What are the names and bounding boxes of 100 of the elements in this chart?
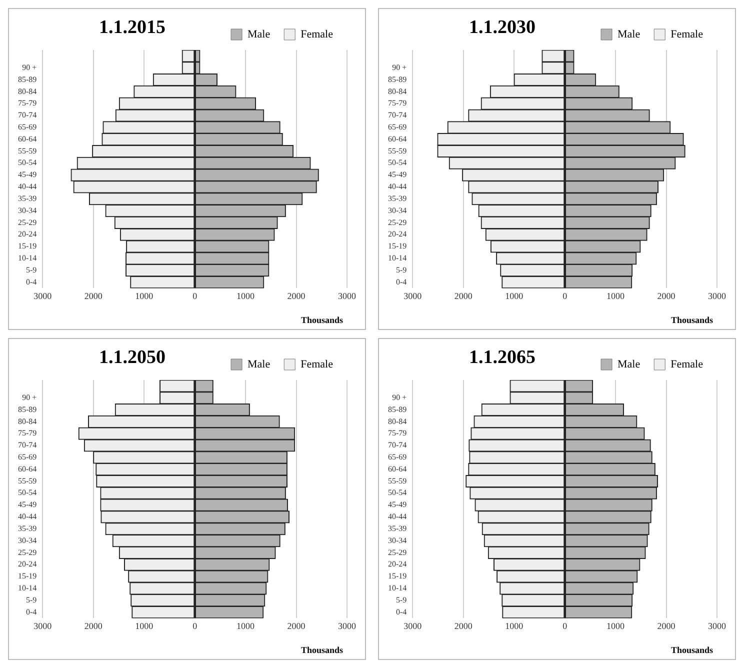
y-tick-label: 10-14 <box>18 584 37 593</box>
y-tick-label: 65-69 <box>18 122 37 132</box>
x-tick-label: 3000 <box>34 620 52 631</box>
x-tick-label: 3000 <box>34 290 52 301</box>
y-tick-label: 75-79 <box>388 98 407 108</box>
y-tick-label: 70-74 <box>18 440 37 450</box>
x-tick-label: 2000 <box>287 290 306 301</box>
y-tick-label: 20-24 <box>18 230 37 239</box>
y-tick-label: 85-89 <box>388 74 407 84</box>
y-tick-label: 30-34 <box>388 206 407 215</box>
y-tick-label: 40-44 <box>388 182 407 192</box>
y-tick-label: 15-19 <box>18 242 37 251</box>
y-tick-label: 40-44 <box>18 182 37 192</box>
x-tick-label: 1000 <box>505 620 524 631</box>
y-tick-label: 60-64 <box>388 464 407 474</box>
y-tick-label: 0-4 <box>396 607 407 616</box>
y-tick-label: 35-39 <box>18 524 37 533</box>
y-tick-label: 50-54 <box>388 488 407 498</box>
chart-title: 1.1.2015 <box>99 17 166 39</box>
y-tick-label: 40-44 <box>18 512 37 522</box>
x-tick-label: 1000 <box>236 620 256 631</box>
y-tick-label: 90 + <box>22 62 38 72</box>
y-tick-label: 45-49 <box>388 500 407 510</box>
y-tick-label: 25-29 <box>18 548 37 557</box>
y-tick-label: 90 + <box>22 392 38 402</box>
y-tick-label: 40-44 <box>388 512 407 522</box>
y-tick-label: 35-39 <box>18 194 37 203</box>
y-tick-label: 10-14 <box>388 584 407 593</box>
x-tick-label: 3000 <box>338 620 356 631</box>
y-tick-label: 60-64 <box>388 134 407 144</box>
y-tick-label: 10-14 <box>18 254 37 263</box>
y-tick-label: 55-59 <box>388 146 407 156</box>
x-tick-label: 3000 <box>338 290 356 301</box>
y-tick-label: 65-69 <box>388 122 407 132</box>
y-tick-label: 70-74 <box>388 110 407 120</box>
x-tick-label: 2000 <box>657 290 676 301</box>
y-tick-label: 65-69 <box>18 452 37 462</box>
legend-label: Female <box>670 358 704 370</box>
x-tick-label: 2000 <box>84 620 103 631</box>
y-tick-label: 5-9 <box>26 595 37 604</box>
x-tick-label: 1000 <box>135 620 154 631</box>
y-tick-label: 25-29 <box>18 218 37 227</box>
legend-label: Male <box>618 28 640 40</box>
y-tick-label: 5-9 <box>26 265 37 274</box>
x-tick-label: 2000 <box>287 620 306 631</box>
x-tick-label: 1000 <box>135 290 154 301</box>
x-tick-label: 2000 <box>454 620 473 631</box>
legend-label: Male <box>248 28 270 40</box>
x-tick-label: 0 <box>192 290 198 301</box>
y-tick-label: 65-69 <box>388 452 407 462</box>
y-tick-label: 20-24 <box>388 230 407 239</box>
y-tick-label: 50-54 <box>388 158 407 168</box>
y-tick-label: 50-54 <box>18 488 37 498</box>
x-axis-title: Thousands <box>670 315 713 325</box>
y-tick-label: 60-64 <box>18 134 37 144</box>
y-tick-label: 55-59 <box>18 146 37 156</box>
y-tick-label: 80-84 <box>18 86 37 96</box>
legend-label: Female <box>300 358 334 370</box>
y-tick-label: 5-9 <box>396 265 407 274</box>
y-tick-label: 90 + <box>392 392 408 402</box>
y-tick-label: 45-49 <box>18 500 37 510</box>
y-tick-label: 0-4 <box>396 277 407 286</box>
y-tick-label: 15-19 <box>388 572 407 581</box>
y-tick-label: 50-54 <box>18 158 37 168</box>
y-tick-label: 20-24 <box>388 560 407 569</box>
y-tick-label: 30-34 <box>18 206 37 215</box>
x-tick-label: 1000 <box>236 290 256 301</box>
x-tick-label: 3000 <box>708 620 726 631</box>
y-tick-label: 10-14 <box>388 254 407 263</box>
y-tick-label: 80-84 <box>18 416 37 426</box>
legend-label: Male <box>618 358 640 370</box>
x-tick-label: 1000 <box>606 620 626 631</box>
y-tick-label: 20-24 <box>18 560 37 569</box>
y-tick-label: 85-89 <box>18 404 37 414</box>
y-tick-label: 5-9 <box>396 595 407 604</box>
y-tick-label: 85-89 <box>388 404 407 414</box>
x-axis-title: Thousands <box>300 315 343 325</box>
x-tick-label: 2000 <box>454 290 473 301</box>
y-tick-label: 90 + <box>392 62 408 72</box>
y-tick-label: 15-19 <box>18 572 37 581</box>
x-tick-label: 3000 <box>404 290 422 301</box>
y-tick-label: 35-39 <box>388 194 407 203</box>
x-tick-label: 2000 <box>657 620 676 631</box>
y-tick-label: 30-34 <box>388 536 407 545</box>
x-axis-title: Thousands <box>300 645 343 655</box>
x-tick-label: 3000 <box>404 620 422 631</box>
y-tick-label: 80-84 <box>388 86 407 96</box>
y-tick-label: 25-29 <box>388 548 407 557</box>
x-tick-label: 1000 <box>606 290 626 301</box>
y-tick-label: 0-4 <box>26 607 37 616</box>
x-tick-label: 3000 <box>708 290 726 301</box>
y-tick-label: 25-29 <box>388 218 407 227</box>
y-tick-label: 75-79 <box>18 98 37 108</box>
y-tick-label: 60-64 <box>18 464 37 474</box>
y-tick-label: 80-84 <box>388 416 407 426</box>
x-axis-title: Thousands <box>670 645 713 655</box>
legend-label: Female <box>670 28 704 40</box>
y-tick-label: 55-59 <box>18 476 37 486</box>
y-tick-label: 45-49 <box>18 170 37 180</box>
y-tick-label: 55-59 <box>388 476 407 486</box>
